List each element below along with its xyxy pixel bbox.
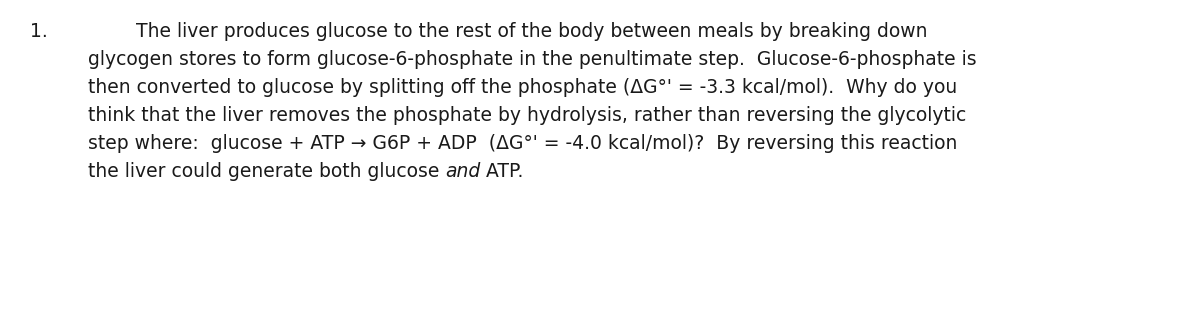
Text: glycogen stores to form glucose-6-phosphate in the penultimate step.  Glucose-6-: glycogen stores to form glucose-6-phosph…	[88, 50, 977, 69]
Text: then converted to glucose by splitting off the phosphate (ΔG°' = -3.3 kcal/mol).: then converted to glucose by splitting o…	[88, 78, 956, 97]
Text: step where:  glucose + ATP → G6P + ADP  (ΔG°' = -4.0 kcal/mol)?  By reversing th: step where: glucose + ATP → G6P + ADP (Δ…	[88, 134, 956, 153]
Text: ATP.: ATP.	[480, 162, 523, 181]
Text: think that the liver removes the phosphate by hydrolysis, rather than reversing : think that the liver removes the phospha…	[88, 106, 966, 125]
Text: 1.: 1.	[30, 22, 48, 41]
Text: The liver produces glucose to the rest of the body between meals by breaking dow: The liver produces glucose to the rest o…	[88, 22, 928, 41]
Text: and: and	[445, 162, 480, 181]
Text: the liver could generate both glucose: the liver could generate both glucose	[88, 162, 445, 181]
